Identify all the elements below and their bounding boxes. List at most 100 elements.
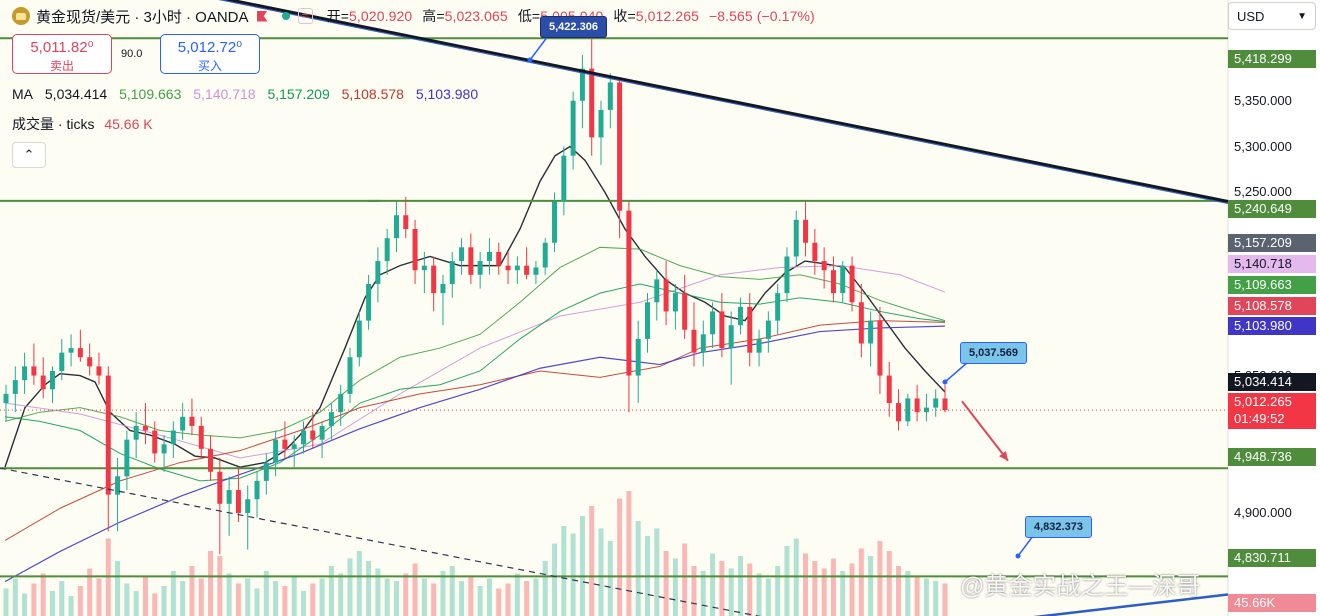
volume-bar bbox=[403, 573, 409, 616]
volume-legend[interactable]: 成交量 · ticks 45.66 K bbox=[12, 114, 153, 134]
chevron-down-icon: ▼ bbox=[1297, 10, 1307, 22]
candle-body bbox=[896, 403, 902, 422]
candle-body bbox=[208, 448, 214, 472]
volume-bar bbox=[552, 543, 558, 616]
ma-value-4: 5,157.209 bbox=[267, 86, 330, 102]
volume-bar bbox=[133, 591, 139, 616]
candle-body bbox=[756, 338, 762, 353]
price-axis-label: 5,140.718 bbox=[1228, 255, 1316, 273]
price-axis-label: 5,157.209 bbox=[1228, 234, 1316, 252]
volume-bar bbox=[40, 573, 46, 616]
projection-arrow bbox=[961, 400, 1009, 462]
ma-line-6 bbox=[4, 325, 946, 583]
candle-body bbox=[654, 279, 660, 303]
candle-body bbox=[784, 256, 790, 294]
candle-body bbox=[384, 238, 390, 262]
volume-bar bbox=[49, 591, 55, 616]
volume-bar bbox=[217, 556, 223, 616]
candle-body bbox=[607, 82, 613, 110]
flag-icon[interactable] bbox=[256, 10, 268, 22]
candle-body bbox=[49, 370, 55, 390]
volume-bar bbox=[626, 491, 632, 616]
volume-bar bbox=[533, 578, 539, 616]
price-axis-label: 4,830.711 bbox=[1228, 549, 1316, 567]
waves-icon[interactable]: ≈ bbox=[297, 8, 313, 24]
candle-body bbox=[87, 357, 93, 367]
volume-bar bbox=[747, 563, 753, 616]
volume-bar bbox=[310, 583, 316, 616]
volume-bar bbox=[291, 576, 297, 616]
price-callout[interactable]: 5,037.569 bbox=[960, 342, 1027, 364]
buy-label: 买入 bbox=[197, 59, 222, 73]
volume-bar bbox=[886, 551, 892, 616]
collapse-legend-button[interactable]: ⌃ bbox=[12, 142, 46, 168]
volume-bar bbox=[263, 571, 269, 616]
volume-bar bbox=[672, 558, 678, 616]
ma-legend[interactable]: MA 5,034.414 5,109.663 5,140.718 5,157.2… bbox=[12, 86, 486, 102]
candle-body bbox=[105, 375, 111, 495]
callout-anchor bbox=[1015, 553, 1021, 559]
low-label: 低= bbox=[517, 8, 541, 24]
chevron-up-icon: ⌃ bbox=[23, 147, 35, 162]
candle-body bbox=[375, 261, 381, 284]
high-value: 5,023.065 bbox=[444, 8, 508, 24]
open-label: 开= bbox=[326, 8, 350, 24]
candle-body bbox=[96, 366, 102, 376]
candle-body bbox=[617, 82, 623, 211]
candle-body bbox=[552, 201, 558, 243]
symbol-title[interactable]: 黄金现货/美元 · 3小时 · OANDA bbox=[36, 8, 249, 26]
volume-bar bbox=[524, 581, 530, 616]
ma-value-1: 5,034.414 bbox=[44, 86, 108, 102]
price-callout[interactable]: 4,832.373 bbox=[1025, 516, 1092, 538]
candle-body bbox=[170, 430, 176, 445]
ma-value-2: 5,109.663 bbox=[119, 86, 182, 102]
gold-logo-icon bbox=[12, 7, 30, 25]
current-price-label: 5,012.265 01:49:52 bbox=[1228, 393, 1316, 429]
axis-tick-label: 5,300.000 bbox=[1234, 138, 1292, 154]
volume-bar bbox=[775, 566, 781, 616]
price-axis-label: 5,108.578 bbox=[1228, 297, 1316, 315]
volume-bar bbox=[617, 498, 623, 616]
volume-bar bbox=[421, 578, 427, 616]
volume-bar bbox=[384, 578, 390, 616]
candle-body bbox=[942, 398, 948, 411]
volume-bar bbox=[710, 553, 716, 616]
volume-label: 成交量 · ticks bbox=[12, 116, 95, 132]
candle-body bbox=[180, 416, 186, 431]
candle-body bbox=[338, 393, 344, 413]
currency-select[interactable]: USD ▼ bbox=[1228, 2, 1316, 30]
candle-body bbox=[644, 302, 650, 339]
volume-bar bbox=[301, 591, 307, 616]
candle-body bbox=[161, 444, 167, 454]
candle-body bbox=[440, 283, 446, 294]
volume-bar bbox=[180, 581, 186, 616]
candle-body bbox=[542, 242, 548, 268]
candle-body bbox=[412, 228, 418, 271]
candle-body bbox=[663, 279, 669, 312]
volume-bar bbox=[570, 533, 576, 616]
volume-bar bbox=[561, 526, 567, 616]
volume-bar bbox=[821, 568, 827, 616]
volume-axis-label: 45.66K bbox=[1228, 594, 1316, 612]
candle-body bbox=[421, 265, 427, 271]
buy-button[interactable]: 5,012.72⁰ 买入 bbox=[160, 34, 260, 74]
price-callout[interactable]: 5,422.306 bbox=[540, 16, 607, 38]
candle-body bbox=[868, 320, 874, 344]
change-value: −8.565 (−0.17%) bbox=[708, 8, 815, 24]
candle-body bbox=[142, 425, 148, 431]
volume-bar bbox=[654, 528, 660, 616]
price-axis-label: 5,034.414 bbox=[1228, 373, 1316, 391]
candle-body bbox=[273, 439, 279, 463]
volume-bar bbox=[161, 586, 167, 616]
candle-body bbox=[700, 334, 706, 353]
volume-bar bbox=[496, 588, 502, 616]
plot-background bbox=[0, 0, 1228, 616]
sell-button[interactable]: 5,011.82⁰ 卖出 bbox=[12, 34, 112, 74]
ma-line-2 bbox=[4, 246, 946, 439]
volume-bar bbox=[208, 551, 214, 616]
volume-bar bbox=[700, 571, 706, 616]
callout-pointer bbox=[529, 35, 549, 61]
volume-bar bbox=[505, 583, 511, 616]
